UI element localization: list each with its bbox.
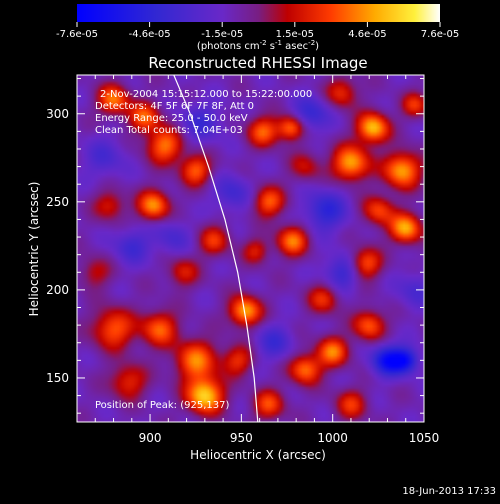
colorbar-tick-label: -7.6e-05 — [56, 29, 98, 40]
x-tick-label: 900 — [139, 431, 162, 445]
annotation-block: 2-Nov-2004 15:15:12.000 to 15:22:00.000D… — [95, 89, 312, 136]
y-tick-label: 200 — [46, 283, 69, 297]
annotation-line: Clean Total counts: 7.04E+03 — [95, 125, 243, 136]
colorbar-ticks — [76, 22, 441, 27]
plot-frame — [76, 74, 425, 423]
y-axis-ticks: 150 200 250 300 — [46, 78, 424, 414]
timestamp: 18-Jun-2013 17:33 — [402, 486, 496, 497]
colorbar-tick-label: -4.6e-05 — [129, 29, 171, 40]
colorbar-tick-label: 4.6e-05 — [348, 29, 386, 40]
x-axis-ticks: 900 950 1000 1050 — [76, 75, 440, 445]
y-axis-label: Heliocentric Y (arcsec) — [27, 182, 41, 317]
annotation-line: Energy Range: 25.0 - 50.0 keV — [95, 113, 248, 124]
peak-position-label: Position of Peak: (925,137) — [95, 400, 229, 411]
x-tick-label: 950 — [230, 431, 253, 445]
y-tick-label: 150 — [46, 371, 69, 385]
annotation-line: 2-Nov-2004 15:15:12.000 to 15:22:00.000 — [100, 89, 312, 100]
chart-title: Reconstructed RHESSI Image — [148, 54, 367, 72]
x-tick-label: 1050 — [409, 431, 440, 445]
colorbar-tick-label: -1.5e-05 — [201, 29, 243, 40]
colorbar — [77, 4, 440, 22]
annotation-line: Detectors: 4F 5F 6F 7F 8F, Att 0 — [95, 101, 254, 112]
x-tick-label: 1000 — [317, 431, 348, 445]
colorbar-tick-label: 7.6e-05 — [421, 29, 459, 40]
heatmap-image — [77, 75, 424, 422]
y-tick-label: 250 — [46, 195, 69, 209]
solar-limb-line — [173, 75, 259, 422]
colorbar-tick-label: 1.5e-05 — [276, 29, 314, 40]
colorbar-tick-labels: -7.6e-05 -4.6e-05 -1.5e-05 1.5e-05 4.6e-05 7.… — [56, 29, 459, 40]
colorbar-unit-label: (photons cm-2 s-1 asec-2) — [197, 39, 319, 52]
y-tick-label: 300 — [46, 107, 69, 121]
x-axis-label: Heliocentric X (arcsec) — [190, 448, 326, 462]
